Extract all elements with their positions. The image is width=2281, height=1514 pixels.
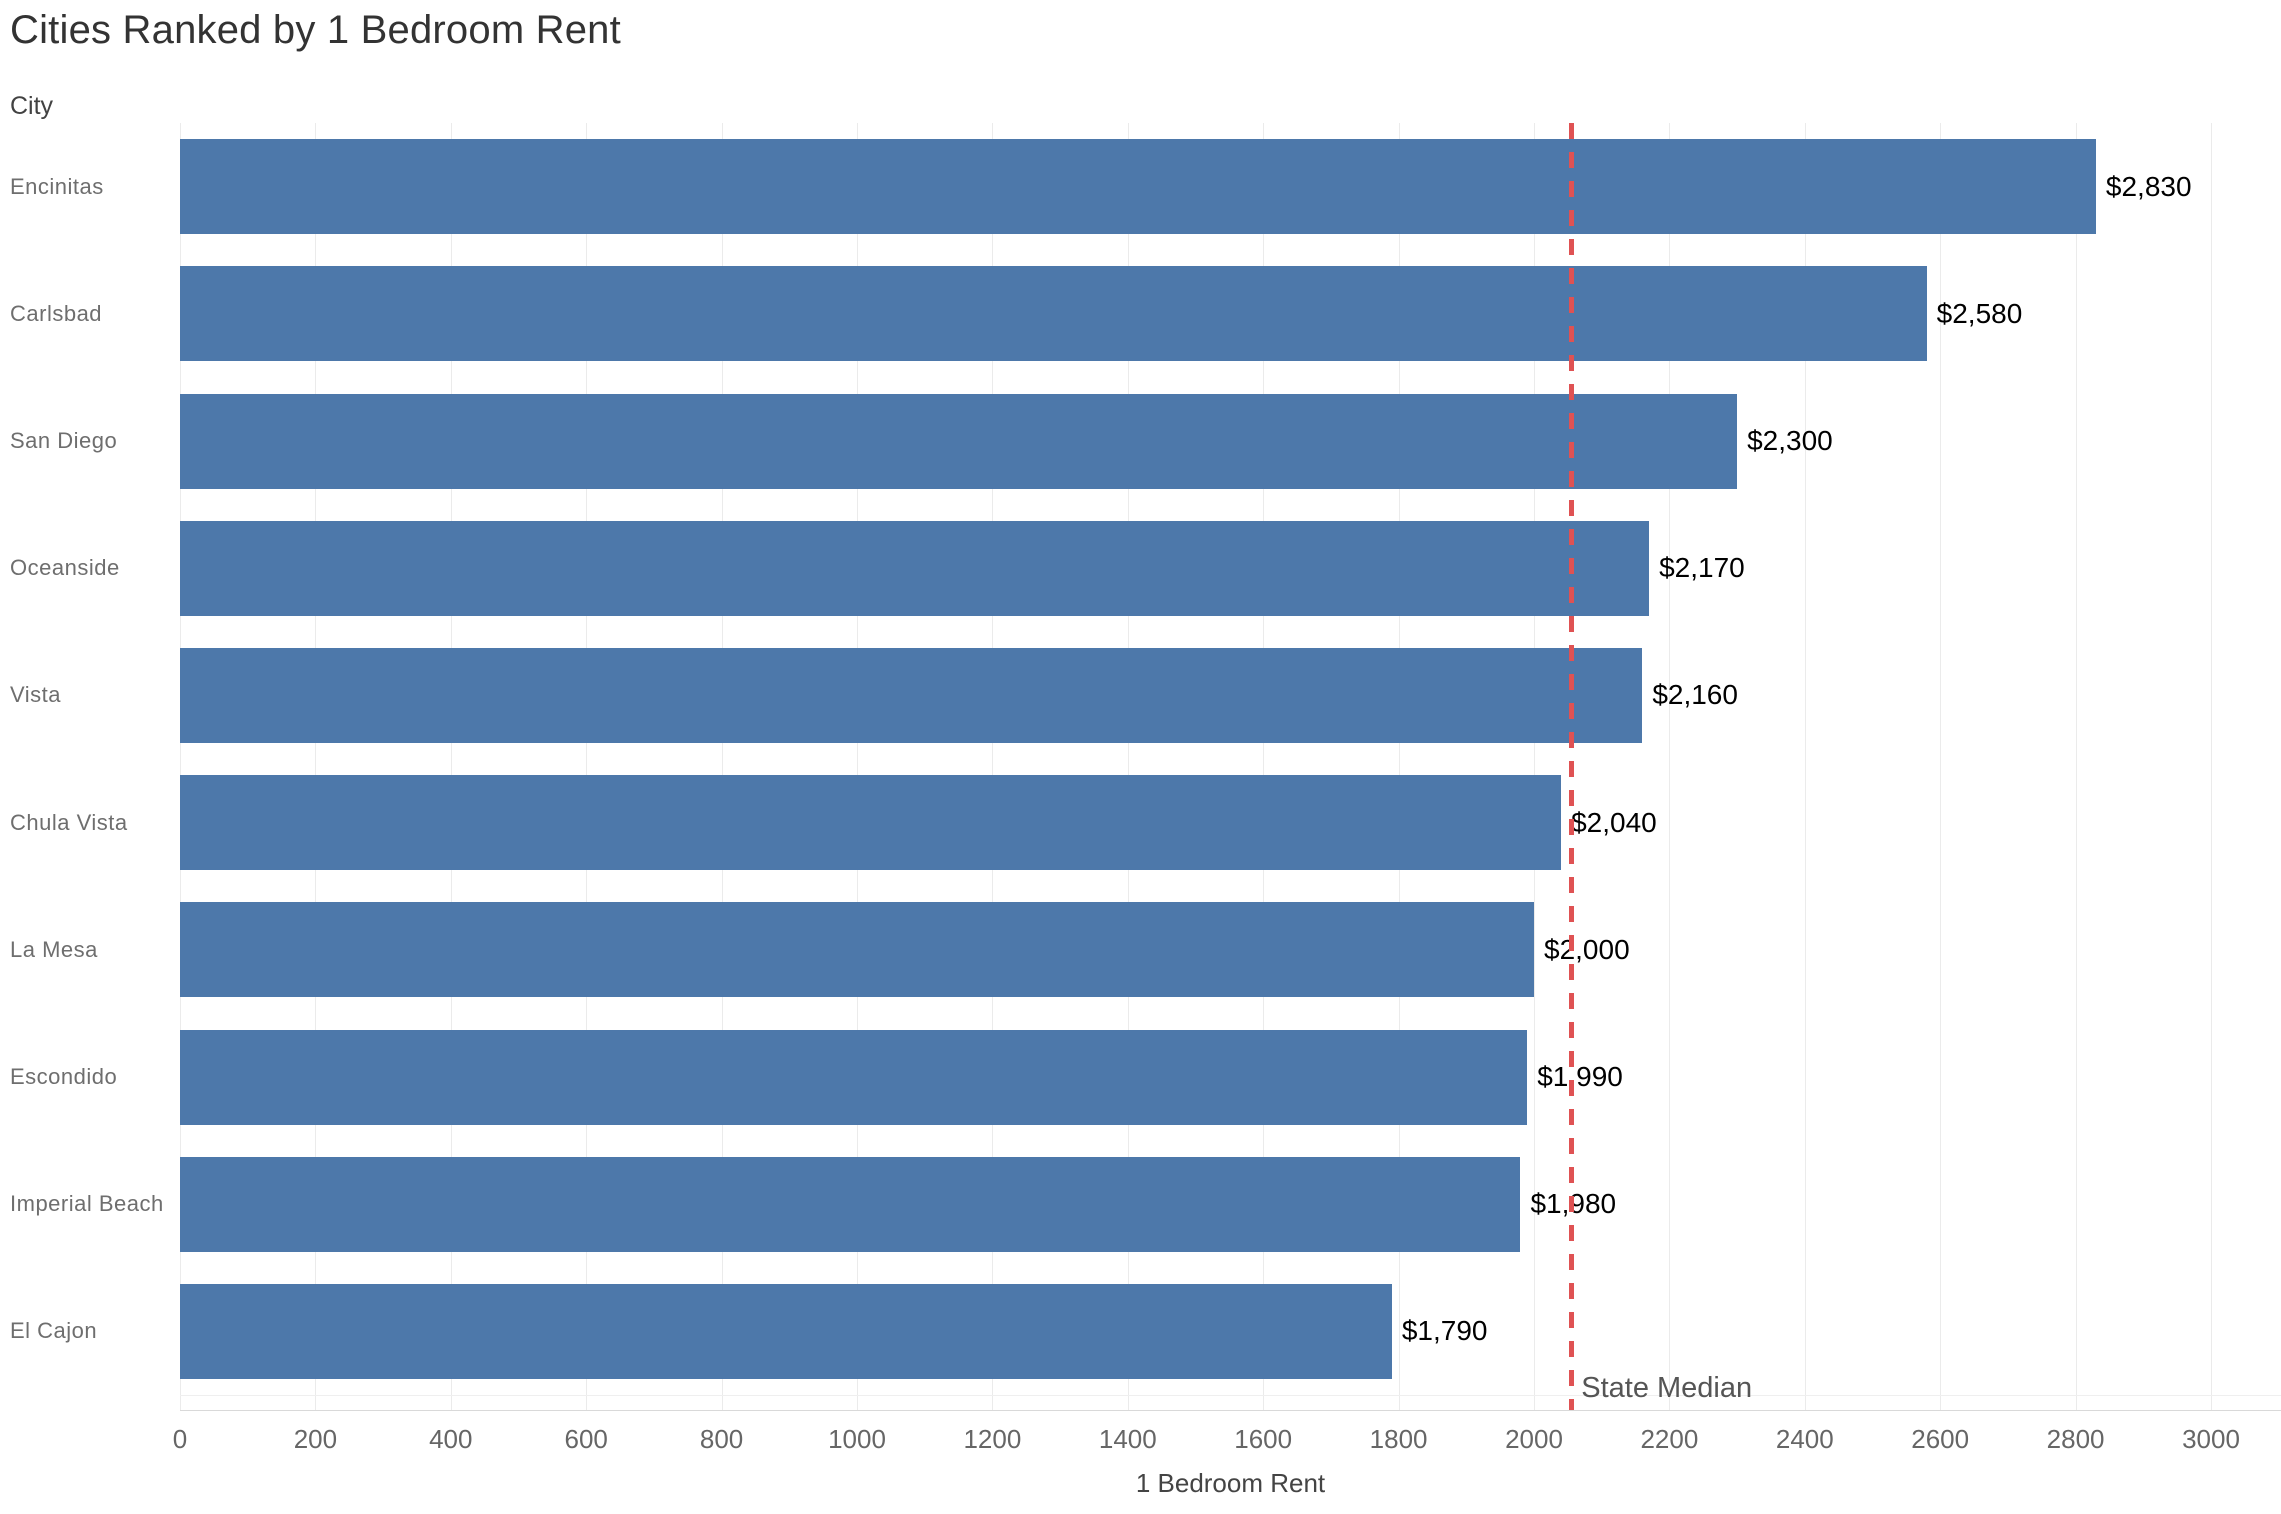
- bar-value-label: $2,300: [1747, 425, 1833, 456]
- x-tick-label: 1400: [1098, 1424, 1157, 1454]
- x-tick-label: 3000: [2182, 1424, 2240, 1454]
- x-gridline: [1263, 123, 1265, 1410]
- x-gridline: [857, 123, 858, 1410]
- category-label: La Mesa: [10, 936, 98, 962]
- category-label: Chula Vista: [10, 809, 128, 835]
- category-label: El Cajon: [10, 1318, 98, 1344]
- x-gridline: [450, 123, 452, 1410]
- bar-value-label: $2,830: [2105, 170, 2192, 202]
- x-gridline: [1940, 123, 1942, 1410]
- x-gridline: [1534, 123, 1535, 1410]
- x-tick-label: 2400: [1775, 1424, 1834, 1454]
- x-tick-label: 2600: [1911, 1424, 1970, 1454]
- bar-value-label: $2,040: [1571, 806, 1657, 838]
- x-axis-title: 1 Bedroom Rent: [1135, 1468, 1326, 1498]
- plot-bottom-line: [180, 1395, 2281, 1396]
- x-gridline: [1669, 123, 1671, 1410]
- bar[interactable]: [180, 1283, 1392, 1379]
- category-label: San Diego: [10, 427, 118, 453]
- bar[interactable]: [180, 139, 2096, 235]
- bar[interactable]: [180, 647, 1643, 743]
- bar[interactable]: [180, 1156, 1521, 1252]
- bar[interactable]: [180, 393, 1738, 489]
- x-gridline: [2075, 123, 2077, 1410]
- bar[interactable]: [180, 520, 1650, 616]
- bar-value-label: $2,170: [1659, 552, 1745, 584]
- state-median-label: State Median: [1581, 1372, 1753, 1404]
- x-gridline: [1398, 123, 1400, 1410]
- x-gridline: [315, 123, 317, 1410]
- x-tick-label: 400: [429, 1424, 473, 1454]
- x-tick-label: 1600: [1234, 1424, 1293, 1454]
- x-tick-label: 1000: [828, 1424, 886, 1454]
- category-label: Escondido: [10, 1063, 118, 1089]
- bar[interactable]: [180, 266, 1927, 362]
- x-tick-label: 600: [564, 1424, 608, 1454]
- x-tick-label: 2800: [2046, 1424, 2105, 1454]
- category-label: Oceanside: [10, 555, 120, 581]
- bar[interactable]: [180, 775, 1562, 871]
- bar-value-label: $2,160: [1652, 679, 1738, 711]
- x-gridline: [721, 123, 723, 1410]
- y-axis-header: City: [10, 92, 54, 120]
- category-label: Imperial Beach: [10, 1191, 164, 1217]
- bar-value-label: $2,000: [1544, 933, 1630, 965]
- x-tick-label: 200: [293, 1424, 338, 1454]
- x-gridline: [992, 123, 994, 1410]
- bar[interactable]: [180, 1029, 1528, 1125]
- state-median-reference-line: [1568, 123, 1574, 1410]
- x-axis-line: [180, 1410, 2281, 1411]
- x-tick-label: 1200: [963, 1424, 1022, 1454]
- bar[interactable]: [180, 902, 1534, 998]
- category-label: Carlsbad: [10, 300, 103, 326]
- chart-title: Cities Ranked by 1 Bedroom Rent: [10, 8, 621, 52]
- x-gridline: [2211, 123, 2212, 1410]
- category-label: Vista: [10, 682, 62, 708]
- category-label: Encinitas: [10, 173, 104, 199]
- x-tick-label: 2000: [1505, 1424, 1563, 1454]
- x-gridline: [180, 123, 181, 1410]
- x-gridline: [1804, 123, 1806, 1410]
- x-tick-label: 2200: [1640, 1424, 1699, 1454]
- bar-value-label: $1,790: [1401, 1315, 1488, 1347]
- x-gridline: [1127, 123, 1129, 1410]
- bar-value-label: $1,990: [1537, 1061, 1623, 1092]
- x-tick-label: 800: [699, 1424, 744, 1454]
- bar-value-label: $2,580: [1936, 297, 2023, 329]
- x-tick-label: 1800: [1369, 1424, 1428, 1454]
- x-gridline: [586, 123, 588, 1410]
- x-tick-label: 0: [172, 1424, 188, 1454]
